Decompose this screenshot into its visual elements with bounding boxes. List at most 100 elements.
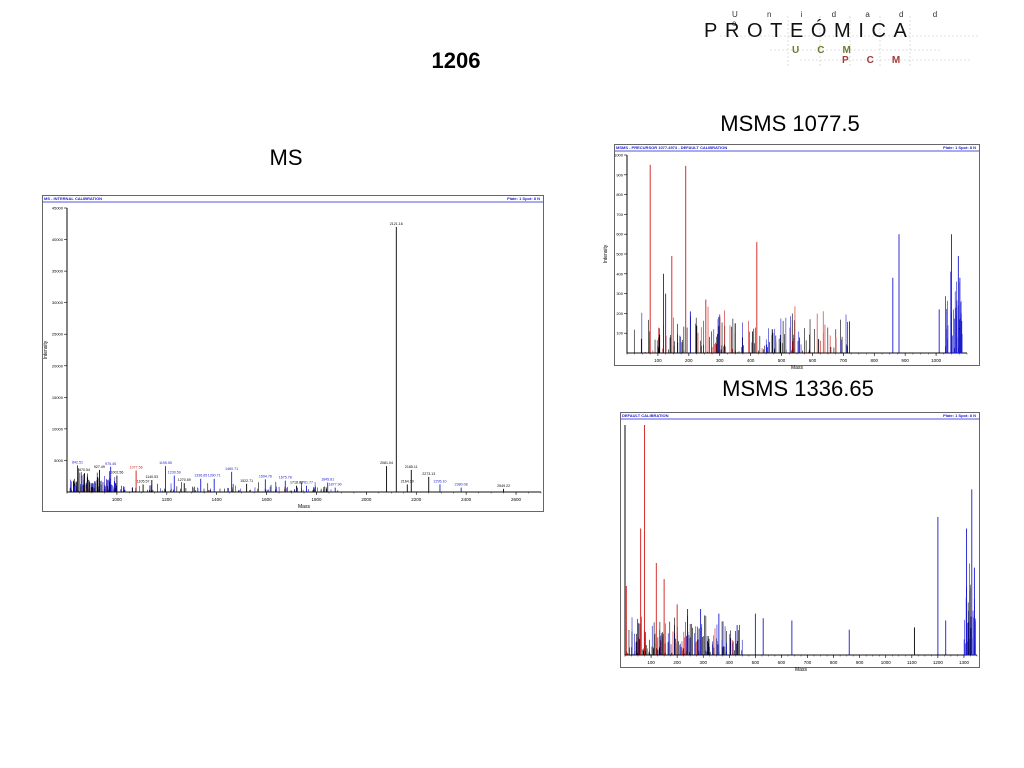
peak-label: 1002.56 [110, 471, 123, 475]
chart-header-right: Plate: 1 Spot: 8 N [943, 145, 976, 150]
peak-label: 1675.78 [279, 476, 292, 480]
msms2-spectrum-svg: 100 200 300 400 500 600 700 800 900 1000 1100 1200 1… [621, 418, 979, 673]
peak-label: 870.54 [79, 468, 90, 472]
x-tick-label: 100 [647, 660, 655, 665]
peak-label: 2273.13 [422, 472, 435, 476]
x-tick-label: 800 [871, 358, 879, 363]
y-tick-label: 10000 [52, 426, 64, 431]
peak-label: 1845.81 [321, 478, 334, 482]
chart-header-left: DEFAULT CALIBRATION [622, 413, 669, 418]
peak-label: 2185.11 [405, 465, 418, 469]
peak-label: 1230.59 [168, 471, 181, 475]
x-tick-label: 1200 [933, 660, 944, 665]
x-tick-label: 300 [716, 358, 724, 363]
peak-label: 1336.65 [194, 474, 207, 478]
y-tick-label: 700 [616, 212, 623, 217]
x-tick-label: 1300 [959, 660, 970, 665]
y-tick-label: 5000 [54, 458, 64, 463]
logo-pcm-text: PCM [842, 55, 919, 66]
x-tick-label: 600 [778, 660, 786, 665]
y-tick-label: 20000 [52, 363, 64, 368]
x-tick-label: 1400 [212, 497, 223, 502]
peak-label: 1761.77 [300, 481, 313, 485]
x-tick-label: 500 [752, 660, 760, 665]
peak-label: 2081.04 [380, 461, 393, 465]
x-tick-label: 1600 [262, 497, 273, 502]
peak-label: 2295.10 [433, 479, 446, 483]
chart-header-right: Plate: 1 Spot: 8 N [507, 196, 540, 201]
peak-label: 842.51 [72, 460, 83, 464]
x-tick-label: 500 [778, 358, 786, 363]
x-tick-label: 1000 [112, 497, 123, 502]
msms1-spectrum-svg: 100 200 300 400 500 600 700 800 900 1000 100 200 300… [603, 150, 979, 371]
y-tick-label: 30000 [52, 300, 64, 305]
msms1-panel-title: MSMS 1077.5 [720, 111, 860, 136]
y-tick-label: 45000 [52, 206, 64, 211]
peak-label: 1718.83 [290, 481, 303, 485]
y-tick-label: 40000 [52, 237, 64, 242]
peak-label: 2549.22 [497, 484, 510, 488]
peak-label: 1195.55 [159, 461, 172, 465]
y-axis-label: Intensity [603, 244, 609, 263]
x-tick-label: 1200 [162, 497, 173, 502]
x-tick-label: 2400 [461, 497, 472, 502]
peak-label: 1522.71 [240, 479, 253, 483]
logo-main-text: PROTEÓMICA [704, 20, 915, 42]
logo-ucm-text: UCM [792, 45, 869, 56]
x-axis-label: Mass [795, 667, 807, 673]
chart-header-left: MS - INTERNAL CALIBRATION [44, 196, 103, 201]
y-tick-label: 800 [616, 192, 623, 197]
peak-label: 1594.76 [259, 474, 272, 478]
y-tick-label: 300 [616, 291, 623, 296]
y-tick-label: 25000 [52, 332, 64, 337]
y-tick-label: 1000 [614, 153, 624, 158]
peak-label: 2380.08 [455, 483, 468, 487]
peak-label: 1877.90 [329, 483, 342, 487]
x-tick-label: 1000 [881, 660, 892, 665]
x-tick-label: 200 [685, 358, 693, 363]
msms2-spectrum-chart: 100 200 300 400 500 600 700 800 900 1000 1100 1200 1… [620, 412, 980, 673]
x-tick-label: 700 [804, 660, 812, 665]
y-tick-label: 15000 [52, 395, 64, 400]
x-tick-label: 2000 [361, 497, 372, 502]
y-tick-label: 600 [616, 232, 623, 237]
x-tick-label: 1100 [907, 660, 917, 665]
chart-header-left: MSMS - PRECURSOR 1077.4973 - DEFAULT CAL… [616, 145, 728, 150]
y-tick-label: 400 [616, 271, 623, 276]
peak-label: 975.45 [105, 462, 116, 466]
peak-label: 1390.71 [208, 474, 221, 478]
proteomica-logo: U n i d a d d e PROTEÓMICA UCM PCM [700, 6, 984, 70]
x-tick-label: 900 [856, 660, 864, 665]
ms-spectrum-svg: 1000 1200 1400 1600 1800 2000 2200 2400 2600 5000… [43, 201, 543, 510]
msms1-spectrum-chart: 100 200 300 400 500 600 700 800 900 1000 100 200 300… [603, 144, 980, 371]
x-tick-label: 2600 [511, 497, 522, 502]
x-tick-label: 2200 [411, 497, 422, 502]
x-tick-label: 1800 [311, 497, 322, 502]
x-tick-label: 1000 [931, 358, 942, 363]
x-tick-label: 800 [830, 660, 838, 665]
y-tick-label: 35000 [52, 269, 64, 274]
x-tick-label: 100 [654, 358, 662, 363]
x-tick-label: 200 [673, 660, 681, 665]
chart-header-right: Plate: 1 Spot: 8 N [943, 413, 976, 418]
ms-panel-title: MS [269, 145, 303, 170]
peak-label: 1270.59 [178, 478, 191, 482]
x-tick-label: 400 [726, 660, 734, 665]
peak-label: 2164.10 [401, 479, 414, 483]
slide-title: 1206 [431, 48, 481, 73]
y-tick-label: 900 [616, 172, 623, 177]
peak-label: 927.49 [94, 465, 105, 469]
logo-small-text: U n i d a d d e [732, 10, 951, 28]
y-tick-label: 200 [616, 311, 623, 316]
x-tick-label: 400 [747, 358, 755, 363]
msms2-panel-title: MSMS 1336.65 [722, 376, 874, 401]
ms-spectrum-chart: 1000 1200 1400 1600 1800 2000 2200 2400 2600 5000… [42, 195, 544, 512]
logo-grid-lines [720, 16, 980, 68]
x-tick-label: 900 [901, 358, 909, 363]
y-tick-label: 500 [616, 252, 623, 257]
peak-label: 1105.57 [137, 479, 150, 483]
peak-label: 2121.16 [390, 222, 403, 226]
peak-label: 1077.56 [130, 466, 143, 470]
x-axis-label: Mass [298, 504, 310, 510]
peak-label: 1460.71 [225, 467, 238, 471]
